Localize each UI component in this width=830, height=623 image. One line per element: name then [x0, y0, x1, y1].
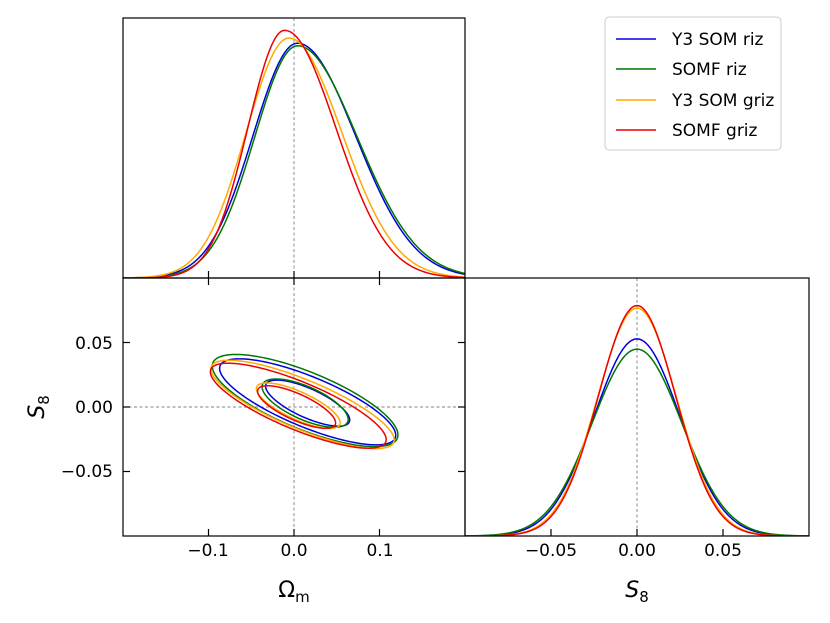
s8-x-tick-label: 0.05 [704, 541, 742, 561]
s8-x-axis-label: S8 [625, 578, 649, 606]
axis-ticks [123, 271, 724, 536]
s8-y-tick-label: 0.00 [75, 398, 113, 418]
omegam-x-tick-labels: −0.1 0.0 0.1 [187, 541, 393, 561]
s8-y-axis-label: S8 [25, 395, 53, 419]
contour-95-percent [210, 359, 395, 450]
contour-68-percent [256, 384, 337, 430]
omegam-posterior-curve [123, 29, 465, 278]
omegam-axis-label: Ωm [278, 578, 309, 606]
omegam-tick-label: 0.0 [280, 541, 307, 561]
omegam-posterior-curve [123, 37, 465, 278]
contour-68-percent [255, 382, 341, 430]
contour-95-percent [209, 362, 387, 449]
omegam-s8-contours [209, 353, 399, 450]
s8-x-tick-label: −0.05 [525, 541, 577, 561]
omegam-posterior-curve [123, 42, 465, 278]
legend: Y3 SOM riz SOMF riz Y3 SOM griz SOMF gri… [604, 16, 782, 151]
omegam-tick-label: 0.1 [366, 541, 393, 561]
s8-y-tick-labels: 0.05 0.00 −0.05 [61, 334, 113, 482]
s8-y-tick-label: 0.05 [75, 334, 113, 354]
s8-posterior-curve [465, 304, 809, 536]
contour-95-percent [211, 353, 399, 448]
omegam-1d-posteriors [123, 29, 465, 278]
legend-frame [604, 16, 782, 151]
omegam-tick-label: −0.1 [187, 541, 228, 561]
s8-x-tick-labels: −0.05 0.00 0.05 [525, 541, 742, 561]
legend-label: Y3 SOM griz [671, 91, 774, 111]
legend-label: SOMF griz [672, 121, 758, 141]
s8-x-tick-label: 0.00 [618, 541, 656, 561]
legend-label: SOMF riz [672, 60, 747, 80]
s8-y-tick-label: −0.05 [61, 462, 113, 482]
s8-posterior-curve [465, 338, 809, 536]
omegam-posterior-curve [123, 45, 465, 278]
s8-1d-posteriors [465, 304, 809, 536]
legend-label: Y3 SOM riz [671, 30, 764, 50]
s8-posterior-curve [465, 348, 809, 536]
